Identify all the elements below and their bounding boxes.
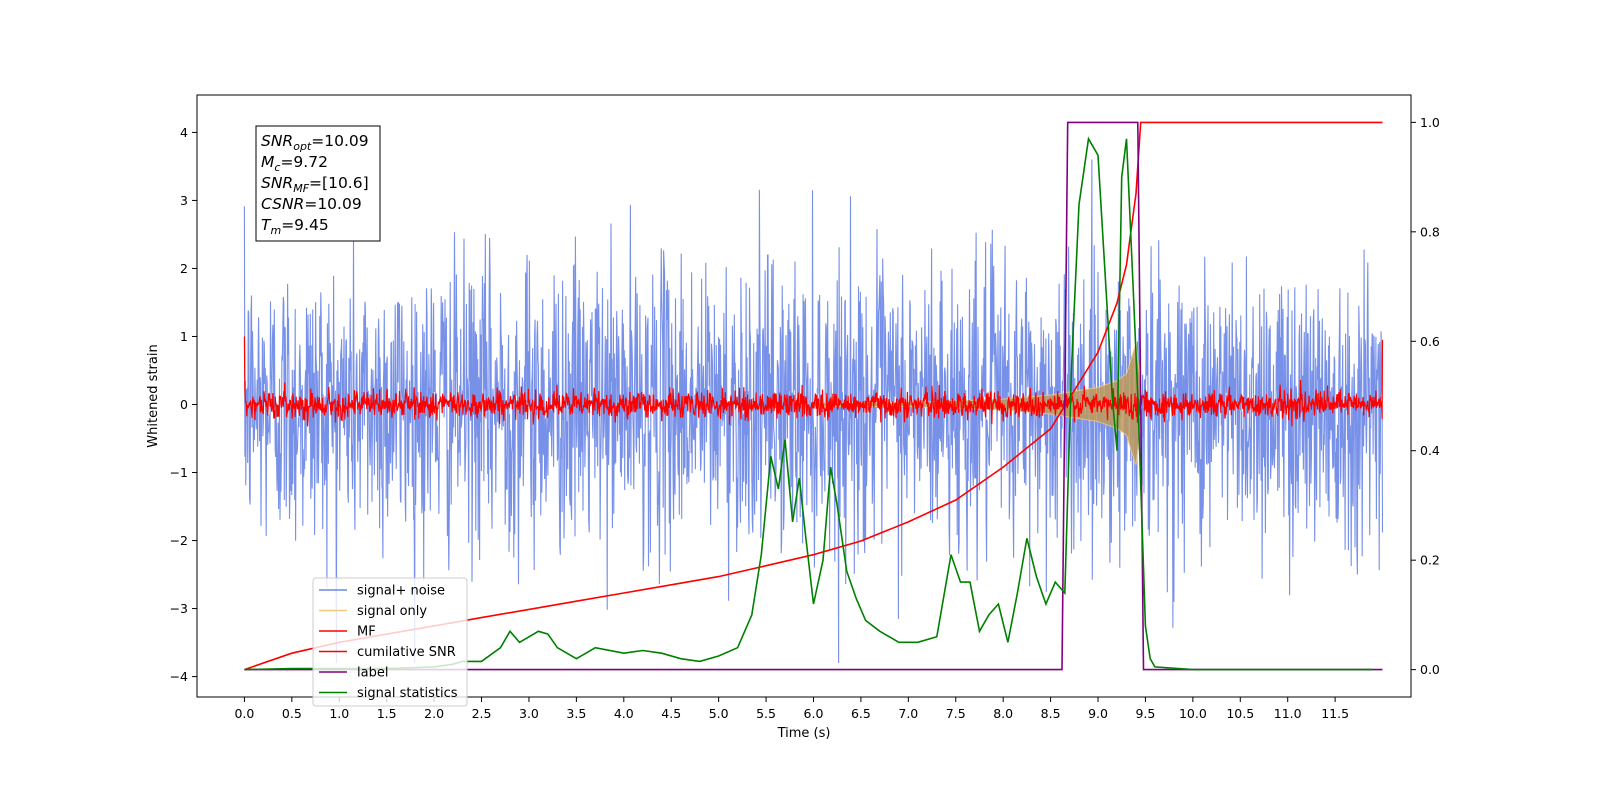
x-tick-label: 4.0 bbox=[614, 706, 634, 721]
x-tick-label: 0.5 bbox=[282, 706, 302, 721]
series-signal-noise bbox=[243, 159, 1384, 664]
y-tick-label: −1 bbox=[170, 465, 188, 480]
x-tick-label: 9.5 bbox=[1135, 706, 1155, 721]
y2-tick-label: 0.8 bbox=[1420, 224, 1440, 239]
x-tick-label: 10.5 bbox=[1226, 706, 1254, 721]
y-tick-label: 2 bbox=[180, 261, 188, 276]
annotation-frame bbox=[255, 125, 381, 242]
annotation-line: CSNR=10.09 bbox=[261, 195, 362, 213]
y-tick-label: −3 bbox=[170, 601, 188, 616]
x-tick-label: 9.0 bbox=[1088, 706, 1108, 721]
x-tick-label: 2.0 bbox=[424, 706, 444, 721]
y-tick-label: 1 bbox=[180, 329, 188, 344]
legend-label: signal only bbox=[357, 604, 427, 619]
legend-frame bbox=[312, 577, 468, 707]
x-tick-label: 3.5 bbox=[566, 706, 586, 721]
series-group bbox=[243, 121, 1384, 671]
y-axis-label: Whitened strain bbox=[146, 344, 161, 447]
y-tick-label: 4 bbox=[180, 125, 188, 140]
y-tick-label: −4 bbox=[170, 669, 188, 684]
x-tick-label: 4.5 bbox=[661, 706, 681, 721]
x-tick-label: 6.0 bbox=[804, 706, 824, 721]
y2-tick-label: 1.0 bbox=[1420, 115, 1440, 130]
series-signal-statistics bbox=[244, 136, 1374, 671]
x-tick-label: 1.0 bbox=[329, 706, 349, 721]
legend-label: MF bbox=[357, 625, 376, 640]
x-tick-label: 1.5 bbox=[377, 706, 397, 721]
annotation-box: SNRopt=10.09Mc=9.72SNRMF=[10.6]CSNR=10.0… bbox=[255, 125, 381, 242]
x-tick-label: 11.5 bbox=[1321, 706, 1349, 721]
legend: signal+ noise signal only MF cumilative SNR… bbox=[312, 577, 468, 707]
y2-tick-label: 0.6 bbox=[1420, 334, 1440, 349]
y2-tick-label: 0.4 bbox=[1420, 443, 1440, 458]
x-tick-label: 7.0 bbox=[898, 706, 918, 721]
annotation-line: Tm=9.45 bbox=[261, 216, 329, 237]
annotation-line: Mc=9.72 bbox=[261, 153, 328, 174]
y2-tick-label: 0.2 bbox=[1420, 553, 1440, 568]
legend-label: cumilative SNR bbox=[357, 645, 456, 660]
x-tick-label: 3.0 bbox=[519, 706, 539, 721]
legend-label: signal+ noise bbox=[357, 584, 445, 599]
x-tick-label: 7.5 bbox=[946, 706, 966, 721]
annotation-line: SNRopt=10.09 bbox=[261, 132, 369, 153]
y-tick-label: 0 bbox=[180, 397, 188, 412]
y2-tick-label: 0.0 bbox=[1420, 662, 1440, 677]
x-tick-label: 0.0 bbox=[234, 706, 254, 721]
y-tick-label: −2 bbox=[170, 533, 188, 548]
axes: 0.0 0.5 1.0 1.5 2.0 2.5 3.0 3.5 4.0 4.5 5.0 5.5 6.0 6… bbox=[146, 94, 1440, 741]
plot-area bbox=[243, 121, 1384, 671]
x-tick-label: 5.5 bbox=[756, 706, 776, 721]
y-tick-label: 3 bbox=[180, 193, 188, 208]
legend-label: label bbox=[357, 666, 388, 681]
x-axis-label: Time (s) bbox=[777, 726, 831, 741]
x-tick-label: 8.5 bbox=[1041, 706, 1061, 721]
x-tick-label: 10.0 bbox=[1179, 706, 1207, 721]
series-mf bbox=[243, 336, 1384, 427]
x-tick-label: 5.0 bbox=[709, 706, 729, 721]
x-tick-label: 2.5 bbox=[472, 706, 492, 721]
x-tick-label: 6.5 bbox=[851, 706, 871, 721]
legend-label: signal statistics bbox=[357, 686, 458, 701]
x-tick-label: 11.0 bbox=[1274, 706, 1302, 721]
annotation-line: SNRMF=[10.6] bbox=[261, 174, 369, 195]
x-tick-label: 8.0 bbox=[993, 706, 1013, 721]
plot-frame bbox=[196, 94, 1412, 698]
